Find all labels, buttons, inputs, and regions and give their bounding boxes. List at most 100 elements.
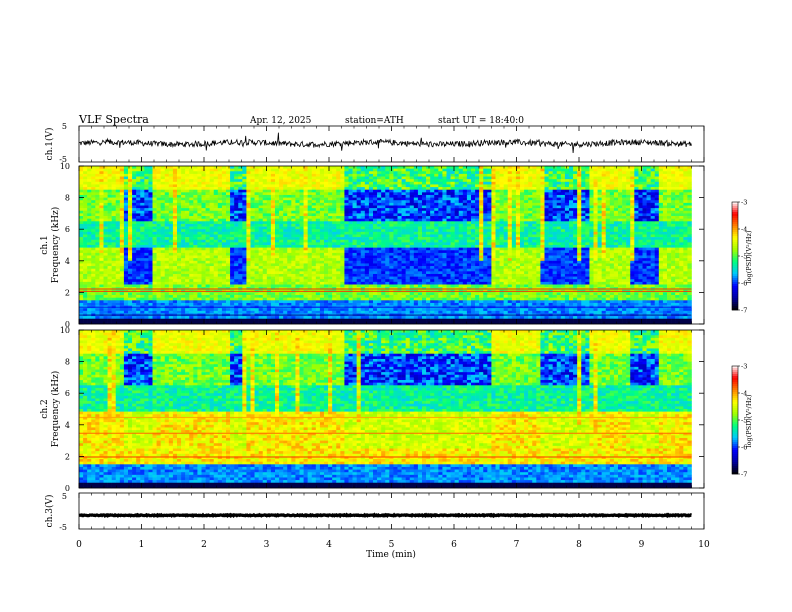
- spec1-cell: [255, 216, 259, 219]
- spec1-cell: [275, 182, 279, 185]
- spec1-cell: [189, 258, 193, 261]
- spec1-cell: [230, 250, 234, 253]
- spec1-cell: [206, 248, 210, 251]
- spec1-cell: [120, 250, 124, 253]
- spec1-cell: [144, 237, 148, 240]
- spec1-cell: [242, 208, 246, 211]
- spec1-cell: [210, 171, 214, 174]
- spec1-cell: [144, 169, 148, 172]
- spec1-cell: [95, 229, 99, 232]
- spec1-cell: [279, 303, 283, 306]
- spec1-cell: [214, 295, 218, 298]
- spec1-cell: [112, 250, 116, 253]
- spec1-cell: [132, 256, 136, 259]
- spec1-cell: [153, 319, 157, 322]
- spec1-cell: [169, 245, 173, 248]
- spec1-cell: [116, 237, 120, 240]
- spec1-cell: [83, 166, 87, 169]
- spec1-cell: [193, 166, 197, 169]
- spec1-cell: [79, 274, 83, 277]
- spec1-cell: [283, 203, 287, 206]
- spec1-cell: [238, 253, 242, 256]
- spec1-cell: [165, 184, 169, 187]
- spec1-cell: [291, 211, 295, 214]
- spec1-cell: [91, 206, 95, 209]
- spec1-cell: [210, 221, 214, 224]
- spec1-cell: [263, 250, 267, 253]
- spec1-cell: [283, 271, 287, 274]
- spec1-cell: [238, 256, 242, 259]
- spec1-cell: [140, 237, 144, 240]
- spec1-cell: [99, 319, 103, 322]
- spec1-cell: [193, 187, 197, 190]
- spec1-cell: [177, 253, 181, 256]
- spec1-cell: [283, 171, 287, 174]
- spec1-cell: [283, 182, 287, 185]
- spec1-cell: [263, 200, 267, 203]
- spec1-cell: [210, 279, 214, 282]
- spec1-cell: [108, 203, 112, 206]
- spec1-cell: [181, 221, 185, 224]
- spec1-cell: [206, 232, 210, 235]
- spec1-cell: [214, 211, 218, 214]
- spec1-cell: [128, 300, 132, 303]
- spec1-cell: [218, 237, 222, 240]
- spec1-cell: [79, 198, 83, 201]
- spec1-cell: [259, 174, 263, 177]
- spec1-cell: [173, 319, 177, 322]
- spec1-cell: [153, 248, 157, 251]
- spec1-cell: [222, 266, 226, 269]
- spec1-cell: [275, 308, 279, 311]
- spec1-cell: [275, 269, 279, 272]
- spec1-cell: [238, 203, 242, 206]
- spec1-cell: [153, 208, 157, 211]
- spec1-cell: [108, 248, 112, 251]
- spec1-cell: [95, 224, 99, 227]
- spec1-cell: [87, 258, 91, 261]
- spec1-cell: [193, 182, 197, 185]
- spec1-cell: [246, 316, 250, 319]
- spec1-cell: [218, 232, 222, 235]
- spec1-cell: [148, 234, 152, 237]
- spec1-cell: [255, 208, 259, 211]
- spec1-cell: [193, 232, 197, 235]
- spec1-cell: [108, 232, 112, 235]
- spec1-cell: [275, 271, 279, 274]
- spec1-cell: [128, 240, 132, 243]
- spec1-cell: [112, 203, 116, 206]
- spec1-cell: [242, 206, 246, 209]
- spec1-cell: [287, 229, 291, 232]
- spec1-cell: [165, 208, 169, 211]
- spec1-cell: [291, 166, 295, 169]
- spec1-cell: [193, 184, 197, 187]
- spec1-cell: [120, 179, 124, 182]
- spec1-cell: [112, 190, 116, 193]
- spec1-cell: [128, 211, 132, 214]
- spec1-cell: [202, 232, 206, 235]
- spec1-cell: [144, 224, 148, 227]
- spec1-cell: [87, 192, 91, 195]
- spec1-cell: [202, 179, 206, 182]
- spec1-cell: [259, 245, 263, 248]
- spec1-cell: [242, 277, 246, 280]
- spec1-cell: [218, 192, 222, 195]
- spec1-cell: [99, 311, 103, 314]
- spec1-cell: [259, 187, 263, 190]
- spec1-cell: [206, 216, 210, 219]
- spec1-cell: [291, 203, 295, 206]
- spec1-cell: [263, 311, 267, 314]
- spec1-cell: [283, 316, 287, 319]
- spec1-cell: [87, 182, 91, 185]
- spec1-cell: [189, 169, 193, 172]
- spec1-cell: [234, 184, 238, 187]
- spec1-cell: [255, 171, 259, 174]
- spec1-cell: [230, 195, 234, 198]
- spec1-cell: [120, 316, 124, 319]
- spec1-cell: [263, 219, 267, 222]
- spec1-cell: [99, 266, 103, 269]
- spec1-cell: [251, 219, 255, 222]
- spec1-cell: [120, 182, 124, 185]
- spec1-cell: [91, 279, 95, 282]
- spec1-cell: [112, 195, 116, 198]
- spec1-cell: [185, 169, 189, 172]
